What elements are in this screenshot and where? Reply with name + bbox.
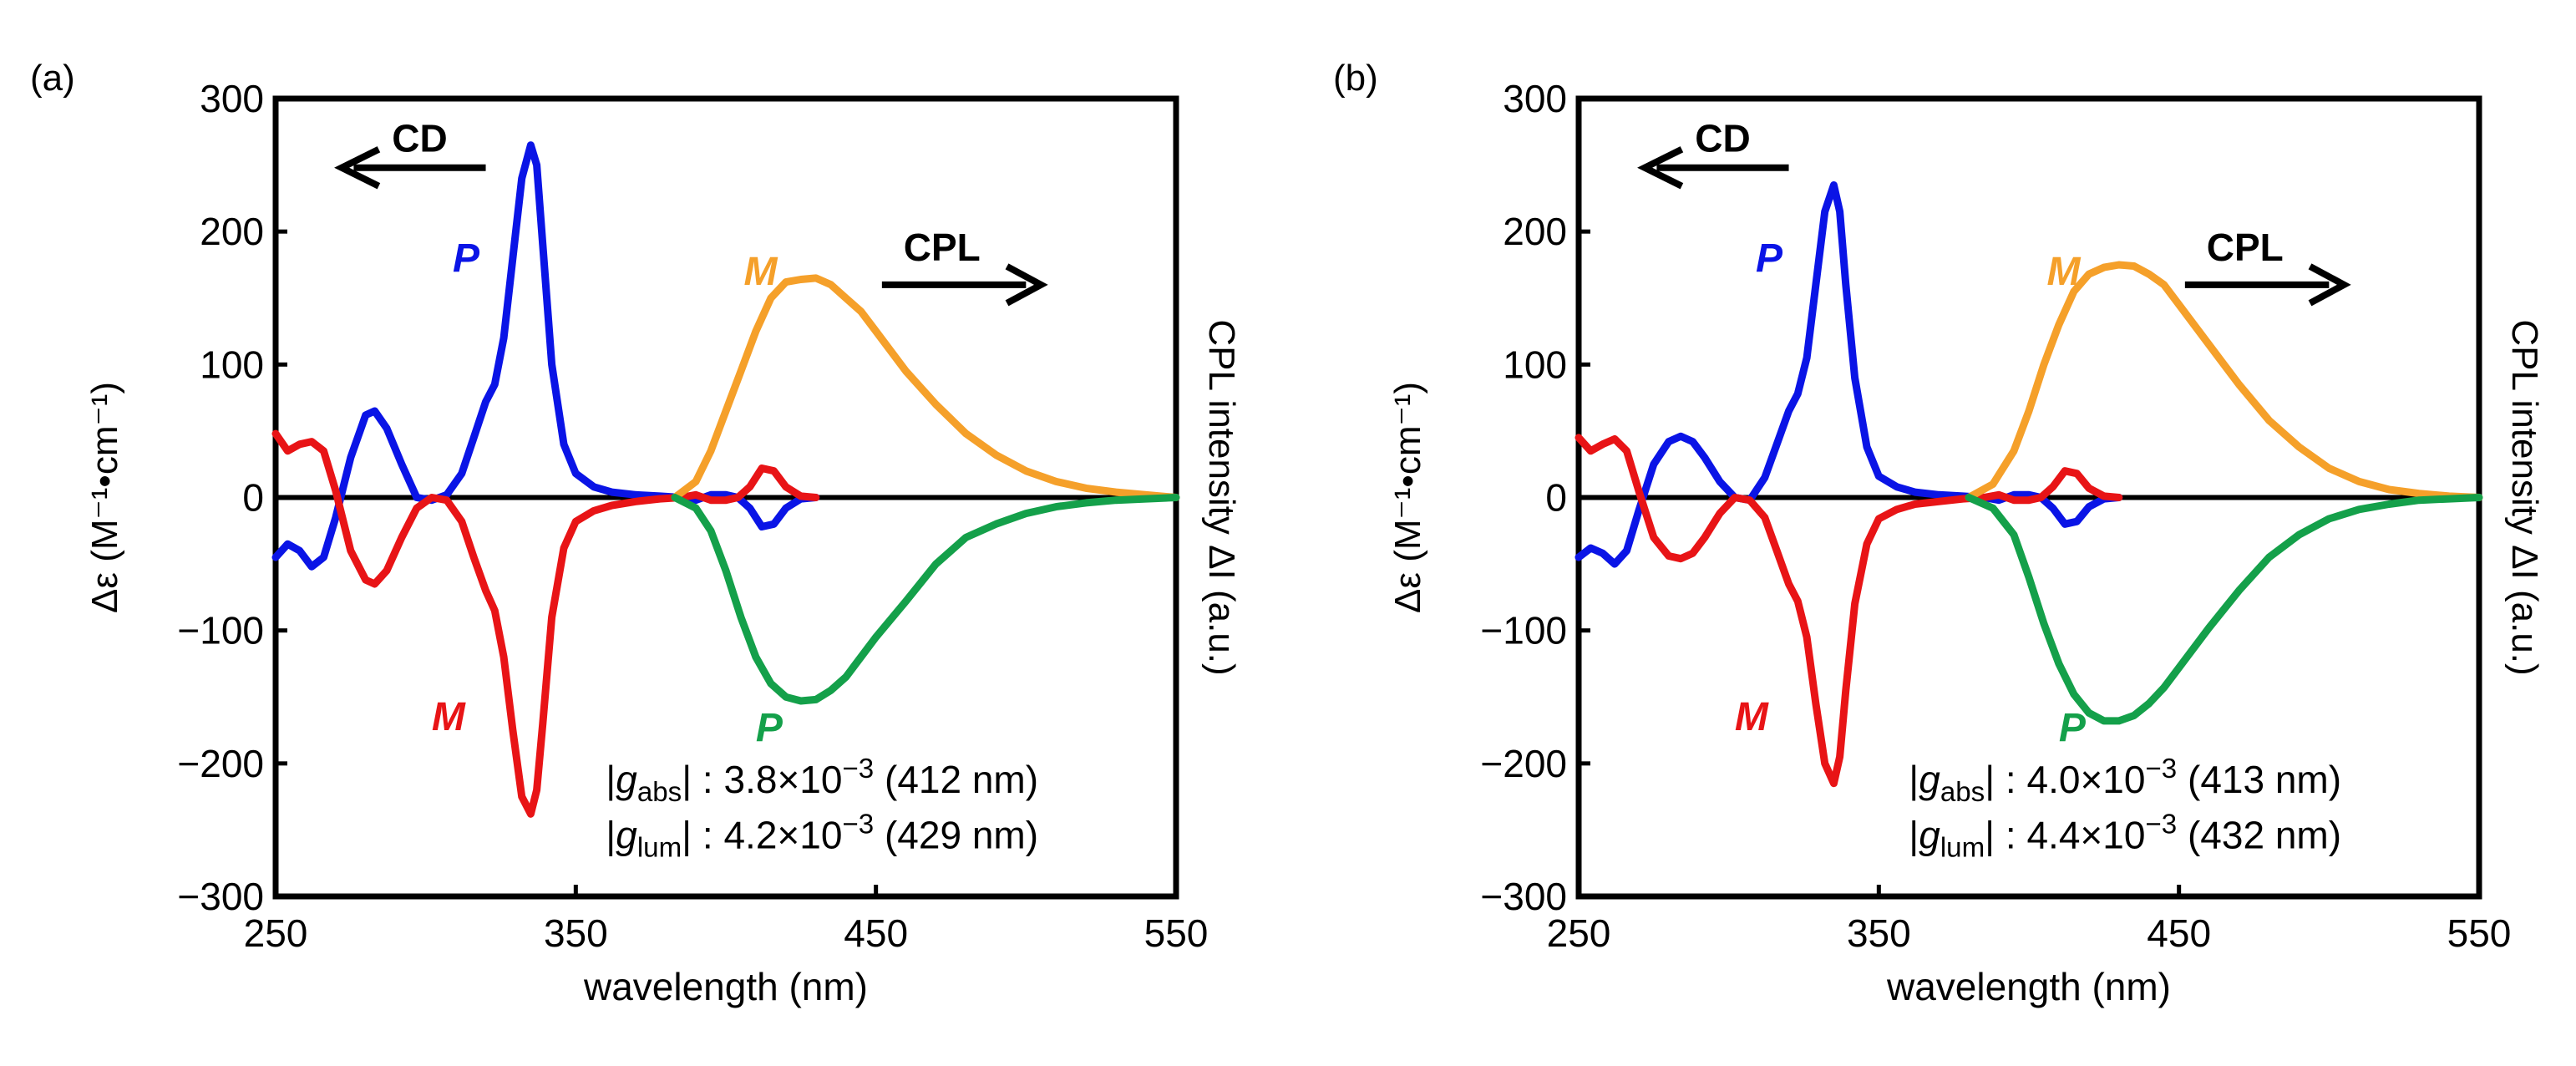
label-cpl-m: M [744,250,778,294]
x-tick-label: 250 [244,911,308,955]
g-abs-annotation: |gabs| : 3.8×10−3 (412 nm) [606,754,1038,808]
y-tick-label: −100 [1480,609,1567,652]
series-line-cd-p [271,141,820,571]
y-tick-label: 100 [200,343,264,386]
arrow-cpl-label: CPL [904,226,981,269]
x-tick-label: 450 [2147,911,2211,955]
g-abs-annotation: |gabs| : 4.0×10−3 (413 nm) [1909,754,2341,808]
arrow-cd-label: CD [392,117,447,160]
series-line-cpl-m [671,274,1180,501]
y-axis-label-right: CPL intensity ΔI (a.u.) [2504,319,2545,675]
panel-label: (a) [30,58,75,99]
x-axis-label: wavelength (nm) [1886,965,2171,1008]
y-axis-label: Δε (M⁻¹•cm⁻¹) [1387,382,1428,613]
arrow-cd-head [1637,146,1684,190]
y-tick-label: 0 [242,476,264,520]
label-cpl-m: M [2047,250,2082,294]
y-axis-label: Δε (M⁻¹•cm⁻¹) [84,382,125,613]
arrow-cpl-head [1005,263,1048,307]
label-cd-p: P [1756,236,1783,281]
g-lum-annotation: |glum| : 4.4×10−3 (432 nm) [1909,810,2341,864]
arrow-cpl: CPL [881,226,1048,307]
y-axis-label-right: CPL intensity ΔI (a.u.) [1201,319,1242,675]
x-tick-label: 250 [1547,911,1611,955]
y-tick-label: 100 [1503,343,1567,386]
panel-label: (b) [1333,58,1378,99]
label-cd-m: M [1735,695,1769,739]
y-tick-label: 0 [1545,476,1567,520]
x-tick-label: 350 [544,911,608,955]
arrow-cd-head [334,146,381,190]
arrow-cpl-head [2308,263,2351,307]
series-line-cd-p [1575,181,2123,568]
y-tick-label: 300 [200,77,264,120]
y-tick-label: −200 [1480,742,1567,785]
label-cpl-p: P [2059,706,2087,750]
g-lum-annotation: |glum| : 4.2×10−3 (429 nm) [606,810,1038,864]
y-tick-label: −300 [1480,875,1567,918]
x-tick-label: 550 [1144,911,1209,955]
label-cpl-p: P [756,706,783,750]
y-tick-label: −100 [177,609,264,652]
x-tick-label: 450 [844,911,908,955]
series-line-cpl-m [1965,261,2483,501]
x-axis-label: wavelength (nm) [583,965,868,1008]
arrow-cpl: CPL [2184,226,2351,307]
label-cd-m: M [432,695,466,739]
arrow-cpl-label: CPL [2207,226,2284,269]
x-tick-label: 350 [1847,911,1911,955]
series-line-cd-m [271,429,820,818]
series-line-cpl-p [671,494,1180,705]
arrow-cd-label: CD [1695,117,1750,160]
y-tick-label: −300 [177,875,264,918]
series-line-cd-m [1575,434,2123,788]
arrow-cd: CD [334,117,486,190]
arrow-cd: CD [1637,117,1789,190]
x-tick-label: 550 [2447,911,2512,955]
label-cd-p: P [453,236,480,281]
y-tick-label: −200 [177,742,264,785]
y-tick-label: 300 [1503,77,1567,120]
series-line-cpl-p [1965,494,2483,725]
y-tick-label: 200 [1503,210,1567,253]
y-tick-label: 200 [200,210,264,253]
